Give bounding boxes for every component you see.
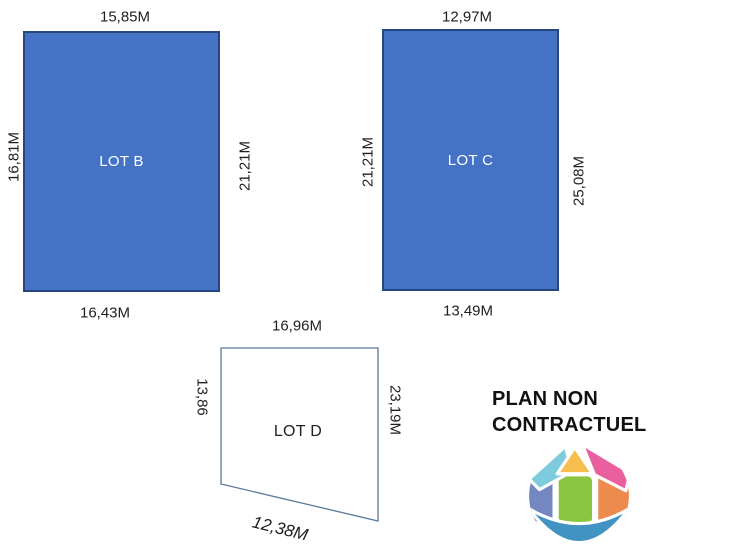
logo-segment-green xyxy=(555,473,596,527)
lot-c-label: LOT C xyxy=(447,151,494,169)
lot-d-dim-top: 16,96M xyxy=(271,317,323,335)
lot-b-shape: LOT B xyxy=(23,31,220,292)
lot-d-outline xyxy=(220,347,379,522)
lot-c-shape: LOT C xyxy=(382,29,559,291)
lot-d-dim-right: 23,19M xyxy=(386,384,404,436)
lot-b-dim-left: 16,81M xyxy=(5,131,23,183)
lot-d-dim-left: 13,86 xyxy=(193,378,211,416)
disclaimer-line-2: CONTRACTUEL xyxy=(492,414,647,436)
lot-c-dim-right: 25,08M xyxy=(570,155,588,207)
logo-segment-pink xyxy=(580,445,629,493)
lot-b-dim-bottom: 16,43M xyxy=(79,304,131,322)
lot-b-dim-top: 15,85M xyxy=(99,8,151,26)
lot-b-dim-right: 21,21M xyxy=(236,140,254,192)
logo-segment-yellow xyxy=(555,445,595,476)
lot-c-dim-top: 12,97M xyxy=(441,8,493,26)
mosaic-globe-logo-icon xyxy=(529,445,629,545)
lot-c-dim-bottom: 13,49M xyxy=(442,302,494,320)
lot-d-label: LOT D xyxy=(273,423,323,440)
disclaimer-line-1: PLAN NON xyxy=(492,388,599,410)
disclaimer-note: PLAN NON CONTRACTUEL xyxy=(492,386,646,438)
lot-d-shape xyxy=(220,347,379,522)
lot-c-dim-left: 21,21M xyxy=(359,136,377,188)
lot-b-label: LOT B xyxy=(99,153,144,170)
